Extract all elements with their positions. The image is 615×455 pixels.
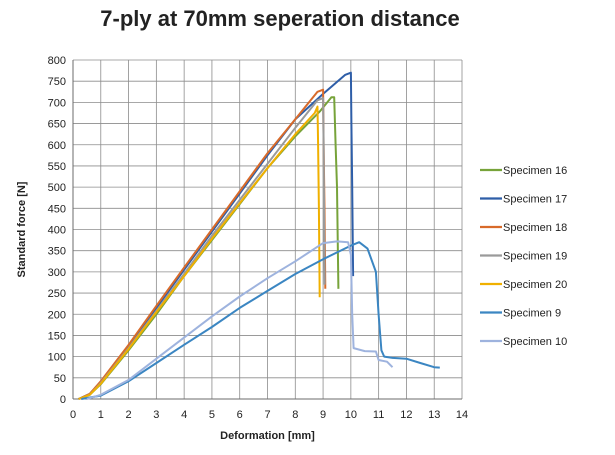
series-line <box>86 240 394 400</box>
x-tick-label: 7 <box>264 409 270 421</box>
x-tick-label: 5 <box>209 409 215 421</box>
legend-label: Specimen 19 <box>503 251 567 263</box>
x-tick-label: 1 <box>98 409 104 421</box>
grid-layer <box>72 59 463 400</box>
y-tick-label: 700 <box>48 97 66 109</box>
y-tick-label: 100 <box>48 352 66 364</box>
legend-label: Specimen 10 <box>503 336 567 348</box>
legend-label: Specimen 16 <box>503 165 567 177</box>
y-tick-label: 350 <box>48 246 66 258</box>
x-tick-label: 3 <box>153 409 159 421</box>
x-tick-label: 4 <box>181 409 187 421</box>
legend-label: Specimen 20 <box>503 279 567 291</box>
series-layer <box>78 71 440 400</box>
y-tick-label: 600 <box>48 140 66 152</box>
x-tick-label: 11 <box>373 409 384 421</box>
legend: Specimen 16 Specimen 17 Specimen 18 Specime… <box>480 165 567 348</box>
y-tick-label: 300 <box>48 267 66 279</box>
x-tick-label: 6 <box>237 409 243 421</box>
y-tick-label: 200 <box>48 309 66 321</box>
x-tick-label: 10 <box>345 409 357 421</box>
y-tick-label: 650 <box>48 119 66 131</box>
x-tick-label: 14 <box>456 409 468 421</box>
series-line <box>81 241 440 400</box>
series-line <box>78 105 321 400</box>
y-tick-label: 0 <box>60 394 66 406</box>
y-tick-label: 750 <box>48 76 66 88</box>
legend-label: Specimen 17 <box>503 194 567 206</box>
x-tick-label: 9 <box>320 409 326 421</box>
y-tick-label: 800 <box>48 55 66 67</box>
x-tick-label: 12 <box>400 409 412 421</box>
series-line <box>78 96 340 400</box>
y-tick-label: 150 <box>48 330 66 342</box>
axis-layer: 0 1 2 3 4 5 6 7 8 9 10 11 12 13 1405010015020025030035… <box>48 55 468 421</box>
x-tick-label: 13 <box>428 409 440 421</box>
x-axis-title: Deformation [mm] <box>220 430 315 442</box>
y-tick-label: 450 <box>48 203 66 215</box>
x-tick-label: 8 <box>292 409 298 421</box>
y-tick-label: 250 <box>48 288 66 300</box>
y-tick-label: 50 <box>54 373 66 385</box>
x-tick-label: 0 <box>70 409 76 421</box>
y-tick-label: 400 <box>48 225 66 237</box>
legend-label: Specimen 18 <box>503 222 567 234</box>
x-tick-label: 2 <box>126 409 132 421</box>
legend-label: Specimen 9 <box>503 308 561 320</box>
chart-title: 7-ply at 70mm seperation distance <box>100 6 460 31</box>
y-tick-label: 550 <box>48 161 66 173</box>
y-axis-title: Standard force [N] <box>16 181 28 277</box>
y-tick-label: 500 <box>48 182 66 194</box>
